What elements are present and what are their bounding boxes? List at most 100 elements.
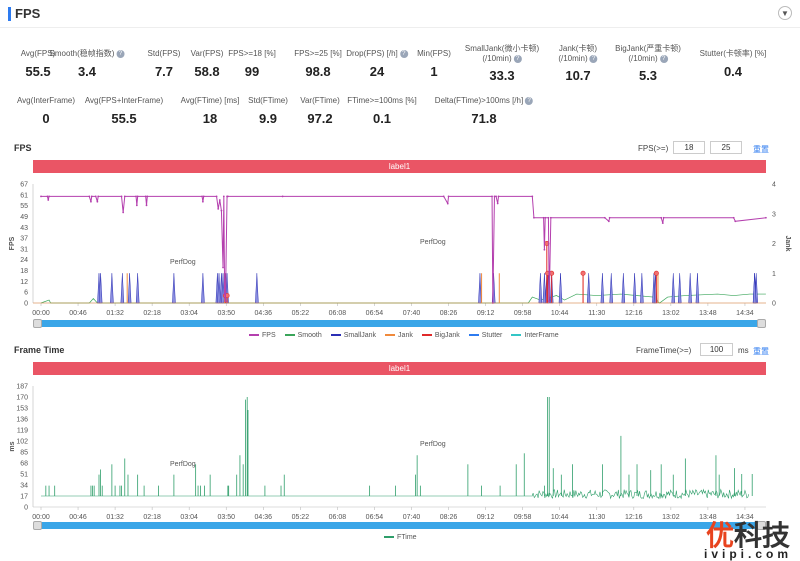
fps-point [491,195,493,198]
fps-threshold-1-input[interactable]: 18 [673,141,705,154]
fps-point [40,195,42,198]
legend-item-jank[interactable]: Jank [398,332,413,339]
metric-label-text: Drop(FPS) [/h] [346,49,398,58]
frametime-reset-link[interactable]: 重置 [753,347,769,356]
fps-point [603,216,606,219]
metric-label-text: Smooth(稳帧指数) [49,49,115,58]
y2-tick-label: 1 [772,271,776,278]
legend-item-bigjank[interactable]: BigJank [434,332,460,339]
fps-point [531,195,534,198]
legend-swatch [468,334,479,337]
frametime-slider-right-handle[interactable] [757,521,766,530]
y-tick-label: 55 [20,203,28,210]
y2-tick-label: 4 [772,182,776,189]
x-tick-label: 01:32 [106,310,124,317]
y-tick-label: 43 [20,225,28,232]
fps-reset-link[interactable]: 重置 [753,145,769,154]
chevron-down-icon[interactable]: ▼ [778,6,792,20]
ftime-series-line [41,488,750,500]
x-tick-label: 00:46 [69,310,87,317]
metric-metrics_row1-5: FPS>=25 [%] 98.8 [294,49,342,79]
fps-point [607,220,610,223]
fps-point [496,202,499,205]
metric-value: 24 [369,64,385,79]
legend-item-fps[interactable]: FPS [262,332,276,339]
metric-label: Drop(FPS) [/h]? [346,49,408,59]
y-tick-label: 12 [20,279,28,286]
metric-value: 0 [42,111,50,126]
legend-swatch [249,334,259,337]
metric-value: 9.9 [258,111,278,126]
x-tick-label: 04:36 [255,514,273,521]
metric-value: 0.4 [723,64,743,79]
legend-item-smalljank[interactable]: SmallJank [343,332,377,339]
metric-label: Avg(FPS) [21,49,56,59]
fps-slider-left-handle[interactable] [33,319,42,328]
fps-point [144,195,147,198]
page-header: FPS ▼ [0,0,800,28]
help-icon[interactable]: ? [116,49,125,58]
frametime-section-title: Frame Time [14,345,65,355]
fps-threshold-2-input[interactable]: 25 [710,141,742,154]
metric-value: 58.8 [194,64,220,79]
fps-point [215,195,218,198]
fps-zoom-slider[interactable] [33,319,766,328]
help-icon[interactable]: ? [399,49,408,58]
legend-item-stutter[interactable]: Stutter [481,332,503,339]
x-tick-label: 13:02 [662,514,680,521]
smalljank-spike [558,273,563,304]
help-icon[interactable]: ? [525,96,534,105]
metric-value: 33.3 [489,68,515,83]
x-tick-label: 06:08 [329,514,347,521]
x-tick-label: 07:40 [403,310,421,317]
help-icon[interactable]: ? [513,54,522,63]
fps-point [764,216,767,219]
metric-label-unit: (/10min) [628,54,658,63]
x-tick-label: 03:04 [180,310,198,317]
metric-label-text: Stutter(卡顿率) [%] [699,49,767,58]
legend-item-interframe[interactable]: InterFrame [524,332,559,339]
x-tick-label: 06:54 [366,514,384,521]
y-tick-label: 187 [16,384,28,391]
fps-point [96,200,99,203]
frametime-threshold-input[interactable]: 100 [700,343,733,356]
fps-point [281,195,284,198]
fps-point [222,266,224,269]
smalljank-spike [688,273,692,304]
frametime-label-bar[interactable]: label1 [33,362,766,375]
fps-point [493,195,496,198]
legend-item-ftime[interactable]: FTime [397,534,417,541]
fps-slider-right-handle[interactable] [757,319,766,328]
metric-label-text: FPS>=18 [%] [228,49,276,58]
frametime-slider-left-handle[interactable] [33,521,42,530]
fps-point [222,195,225,198]
metric-metrics_row1-3: Var(FPS) 58.8 [191,49,224,79]
smalljank-spike [110,273,114,304]
x-tick-label: 02:18 [143,310,161,317]
smalljank-spike [586,273,591,304]
y-tick-label: 6 [24,290,28,297]
smooth-series-line [40,293,766,304]
metric-label-text: Std(FPS) [147,49,181,58]
metric-value: 18 [202,111,218,126]
metric-label: Avg(FTime) [ms] [181,96,240,106]
fps-label-bar[interactable]: label1 [33,160,766,173]
legend-item-smooth[interactable]: Smooth [297,332,322,339]
frametime-zoom-slider[interactable] [33,521,766,530]
metric-metrics_row1-0: Avg(FPS) 55.5 [21,49,56,79]
help-icon[interactable]: ? [589,54,598,63]
metric-label: BigJank(严重卡顿) (/10min)? [615,44,681,64]
x-tick-label: 03:04 [180,514,198,521]
fps-point [123,195,126,198]
fps-legend: FPS Smooth SmallJank Jank BigJank Stutter Inte… [240,332,559,339]
metric-label-text: Avg(InterFrame) [16,96,76,105]
help-icon[interactable]: ? [659,54,668,63]
metric-label: Avg(FPS+InterFrame) [85,96,163,106]
x-tick-label: 12:16 [625,514,643,521]
legend-swatch [384,536,394,539]
metric-label-text: FPS>=25 [%] [294,49,342,58]
metric-label-text: FTime>=100ms [%] [347,96,417,105]
x-tick-label: 00:46 [69,514,87,521]
metric-metrics_row2-2: Avg(FTime) [ms] 18 [181,96,240,126]
